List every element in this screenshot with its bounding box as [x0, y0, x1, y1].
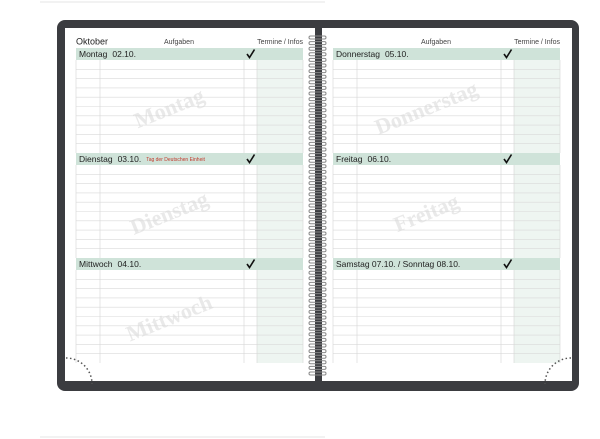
- spiral-ring: [308, 371, 327, 376]
- spiral-ring: [308, 181, 327, 186]
- spiral-ring: [308, 52, 327, 57]
- day-date: 03.10.: [118, 154, 142, 164]
- spiral-ring: [308, 242, 327, 247]
- day-header-bar: [76, 258, 303, 270]
- spiral-ring: [308, 248, 327, 253]
- spiral-ring: [308, 63, 327, 68]
- spiral-ring: [308, 69, 327, 74]
- tasks-header: Aufgaben: [421, 39, 451, 46]
- check-icon: [503, 49, 513, 59]
- spiral-ring: [308, 225, 327, 230]
- spiral-ring: [308, 309, 327, 314]
- day-date: 06.10.: [367, 154, 391, 164]
- check-icon: [503, 259, 513, 269]
- corner-arc: [65, 357, 93, 385]
- spiral-ring: [308, 349, 327, 354]
- spiral-ring: [308, 192, 327, 197]
- spiral-ring: [308, 237, 327, 242]
- spiral-ring: [308, 80, 327, 85]
- spiral-ring: [308, 119, 327, 124]
- check-icon: [503, 154, 513, 164]
- day-date: 02.10.: [112, 49, 136, 59]
- spiral-ring: [308, 315, 327, 320]
- spiral-ring: [308, 304, 327, 309]
- spiral-ring: [308, 203, 327, 208]
- info-header: Termine / Infos: [257, 39, 303, 46]
- spiral-ring: [308, 175, 327, 180]
- spiral-ring: [308, 97, 327, 102]
- spiral-ring: [308, 153, 327, 158]
- spiral-ring: [308, 253, 327, 258]
- spiral-ring: [308, 130, 327, 135]
- day-date: 04.10.: [118, 259, 142, 269]
- spiral-ring: [308, 169, 327, 174]
- spiral-ring: [308, 326, 327, 331]
- spiral-ring: [308, 85, 327, 90]
- spiral-ring: [308, 164, 327, 169]
- spiral-ring: [308, 74, 327, 79]
- spiral-ring: [308, 293, 327, 298]
- spiral-ring: [308, 108, 327, 113]
- spiral-ring: [308, 147, 327, 152]
- day-header-bar: [76, 48, 303, 60]
- day-name: Donnerstag: [336, 49, 380, 59]
- spiral-ring: [308, 197, 327, 202]
- spiral-ring: [308, 337, 327, 342]
- spiral-ring: [308, 231, 327, 236]
- spiral-ring: [308, 332, 327, 337]
- spiral-ring: [308, 265, 327, 270]
- tasks-header: Aufgaben: [164, 39, 194, 46]
- spiral-ring: [308, 41, 327, 46]
- spiral-ring: [308, 281, 327, 286]
- spiral-ring: [308, 136, 327, 141]
- day-header-bar: [333, 258, 560, 270]
- spiral-ring: [308, 298, 327, 303]
- day-header-bar: [333, 48, 560, 60]
- day-name: Montag: [79, 49, 108, 59]
- day-name: Dienstag: [79, 154, 113, 164]
- spiral-ring: [308, 46, 327, 51]
- spiral-ring: [308, 186, 327, 191]
- spiral-ring: [308, 102, 327, 107]
- day-header-bar: [333, 153, 560, 165]
- spiral-ring: [308, 209, 327, 214]
- spiral-ring: [308, 214, 327, 219]
- month-label: Oktober: [76, 36, 108, 46]
- holiday-label: Tag der Deutschen Einheit: [146, 157, 205, 163]
- spiral-ring: [308, 276, 327, 281]
- spiral-ring: [308, 259, 327, 264]
- spiral-ring: [308, 35, 327, 40]
- spiral-ring: [308, 141, 327, 146]
- spiral-ring: [308, 57, 327, 62]
- spiral-ring: [308, 287, 327, 292]
- spiral-ring: [308, 360, 327, 365]
- spiral-ring: [308, 354, 327, 359]
- spiral-ring: [308, 158, 327, 163]
- spiral-ring: [308, 91, 327, 96]
- day-date: 05.10.: [385, 49, 409, 59]
- spiral-ring: [308, 125, 327, 130]
- spiral-ring: [308, 113, 327, 118]
- corner-arc: [544, 357, 572, 385]
- check-icon: [246, 259, 256, 269]
- info-header: Termine / Infos: [514, 39, 560, 46]
- spiral-ring: [308, 365, 327, 370]
- spiral-ring: [308, 270, 327, 275]
- spiral-ring: [308, 321, 327, 326]
- day-name: Mittwoch: [79, 259, 113, 269]
- spiral-ring: [308, 220, 327, 225]
- day-header-bar: [76, 153, 303, 165]
- check-icon: [246, 49, 256, 59]
- spiral-ring: [308, 343, 327, 348]
- check-icon: [246, 154, 256, 164]
- day-name: Freitag: [336, 154, 363, 164]
- day-name: Samstag 07.10. / Sonntag 08.10.: [336, 259, 460, 269]
